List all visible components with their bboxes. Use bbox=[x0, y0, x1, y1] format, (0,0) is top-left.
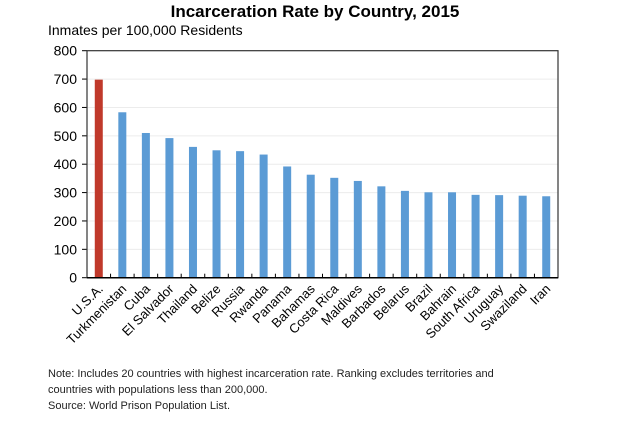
chart-title: Incarceration Rate by Country, 2015 bbox=[170, 2, 460, 21]
bar-belize bbox=[212, 150, 221, 278]
y-tick-label: 700 bbox=[54, 71, 78, 87]
x-tick-label: Iran bbox=[527, 281, 553, 307]
bar-thailand bbox=[188, 146, 197, 278]
bar-maldives bbox=[353, 180, 362, 278]
bar-cuba bbox=[141, 132, 150, 278]
bar-iran bbox=[542, 196, 551, 278]
y-tick-label: 0 bbox=[69, 270, 77, 286]
bar-barbados bbox=[377, 186, 386, 278]
y-tick-label: 400 bbox=[54, 156, 78, 172]
bar-swaziland bbox=[518, 195, 527, 278]
bar-russia bbox=[236, 151, 245, 278]
bar-u-s-a- bbox=[94, 79, 103, 278]
note-line-2: countries with populations less than 200… bbox=[48, 384, 268, 396]
note-line-1: Note: Includes 20 countries with highest… bbox=[48, 368, 494, 380]
y-tick-label: 600 bbox=[54, 99, 78, 115]
y-tick-label: 300 bbox=[54, 185, 78, 201]
bar-bahamas bbox=[306, 174, 315, 278]
bar-uruguay bbox=[495, 195, 504, 278]
bar-rwanda bbox=[259, 154, 268, 278]
bar-panama bbox=[283, 166, 292, 278]
source-note: Source: World Prison Population List. bbox=[48, 400, 230, 412]
bar-turkmenistan bbox=[118, 112, 127, 278]
y-tick-label: 100 bbox=[54, 241, 78, 257]
bar-belarus bbox=[400, 190, 409, 278]
y-tick-label: 200 bbox=[54, 213, 78, 229]
bar-brazil bbox=[424, 192, 433, 278]
y-tick-label: 500 bbox=[54, 128, 78, 144]
bar-costa-rica bbox=[330, 177, 339, 278]
y-axis-label: Inmates per 100,000 Residents bbox=[48, 22, 243, 38]
bar-bahrain bbox=[448, 192, 457, 278]
bar-south-africa bbox=[471, 194, 480, 278]
y-tick-label: 800 bbox=[54, 43, 78, 59]
bar-el-salvador bbox=[165, 138, 174, 278]
